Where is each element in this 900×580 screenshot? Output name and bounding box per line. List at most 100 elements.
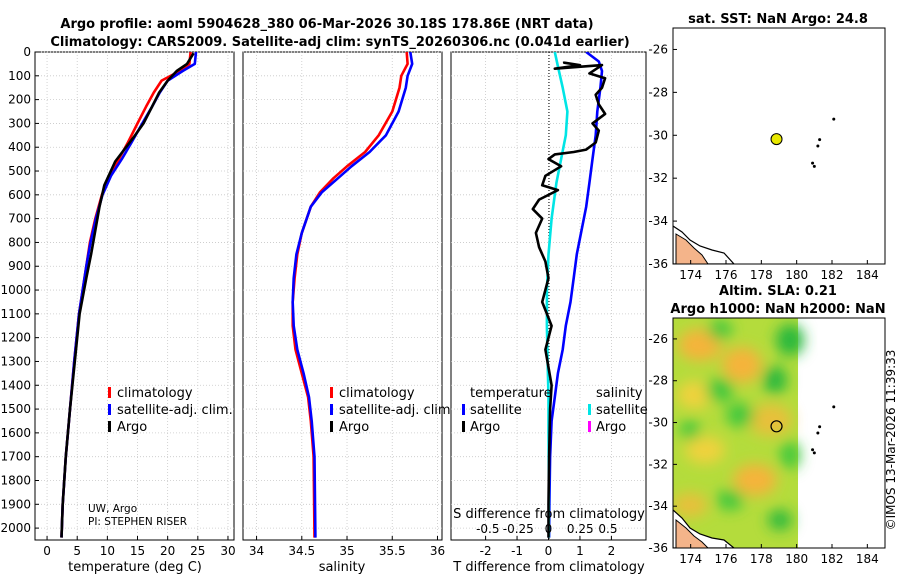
island-dot [816,431,820,435]
institution-note: UW, Argo [88,503,137,515]
salinity-grid [243,51,442,540]
depth-tick-label: 1500 [0,402,31,416]
depth-tick-label: 200 [8,93,31,107]
x-tick-label: 25 [190,544,205,558]
depth-tick-label: 300 [8,116,31,130]
latitude-tick-label: -36 [648,541,668,555]
depth-tick-label: 900 [8,259,31,273]
legend-swatch-climatology [330,387,333,398]
longitude-tick-label: 180 [785,268,808,282]
depth-tick-label: 1300 [0,354,31,368]
depth-tick-label: 0 [23,45,31,59]
temperature-legend: climatology satellite-adj. clim. Argo [108,386,233,435]
longitude-tick-label: 176 [715,268,738,282]
argo-float-marker [770,133,783,146]
temperature-tick-labels: 0 5 10 15 20 25 30 [43,544,235,558]
difference-series [531,52,607,538]
latitude-tick-label: -32 [648,171,668,185]
legend-label-s-satellite: satellite [596,403,648,418]
longitude-tick-label: 184 [856,268,879,282]
sla-map-tick-labels: 174 176 178 180 182 184 -26 -28 -30 -32 -34 -36 [648,332,878,566]
s-diff-tick-label: 0 [545,522,553,536]
nz-land [675,518,709,548]
series-line-t-satellite [547,52,604,538]
legend-swatch-t-argo [462,421,465,432]
depth-tick-label: 1600 [0,426,31,440]
island-dot [816,144,820,148]
s-diff-tick-label: -0.5 [476,522,499,536]
x-tick-label: 30 [220,544,235,558]
sla-map-title-line1: Altim. SLA: 0.21 [719,284,837,299]
legend-label-argo: Argo [339,420,369,435]
figure-title-line2: Climatology: CARS2009. Satellite-adj cli… [50,35,629,50]
sla-map-panel: Altim. SLA: 0.21 Argo h1000: NaN h2000: … [648,284,885,566]
t-difference-xlabel: T difference from climatology [452,560,645,575]
latitude-tick-label: -34 [648,214,668,228]
latitude-tick-label: -26 [648,332,668,346]
series-line-argo [60,52,195,538]
longitude-tick-label: 178 [750,552,773,566]
legend-swatch-satellite [330,404,333,415]
kermadec-islands [811,117,836,168]
latitude-tick-label: -26 [648,42,668,56]
sst-map-tick-labels: 174 176 178 180 182 184 -26 -28 -30 -32 -34 -36 [648,42,878,282]
depth-tick-label: 700 [8,212,31,226]
temperature-xlabel: temperature (deg C) [68,560,202,575]
depth-tick-label: 1700 [0,450,31,464]
island-dot [832,117,836,121]
x-tick-label: 35 [339,544,354,558]
depth-tick-label: 100 [8,69,31,83]
x-tick-label: 2 [608,544,616,558]
island-dot [812,164,816,168]
salinity-axes-box [242,51,443,541]
sst-map-frame [672,27,886,265]
s-diff-tick-label: 0.5 [598,522,617,536]
longitude-tick-label: 182 [821,552,844,566]
depth-tick-label: 1800 [0,473,31,487]
legend-swatch-s-satellite [588,404,591,415]
legend-label-satellite: satellite-adj. clim. [117,403,233,418]
difference-legend: temperature salinity satellite Argo sate… [462,386,648,435]
latitude-tick-label: -32 [648,457,668,471]
legend-swatch-satellite [108,404,111,415]
x-tick-label: -2 [480,544,492,558]
x-tick-label: 0 [545,544,553,558]
island-dot [832,405,836,409]
longitude-tick-label: 174 [679,552,702,566]
x-tick-label: 35.5 [379,544,406,558]
depth-tick-label: 1400 [0,378,31,392]
longitude-tick-label: 180 [785,552,808,566]
longitude-tick-label: 176 [715,552,738,566]
sst-map-panel: sat. SST: NaN Argo: 24.8 174 176 178 180 182… [648,12,886,282]
legend-label-t-satellite: satellite [470,403,522,418]
nz-land [675,233,709,264]
s-difference-tick-labels: -0.5 -0.25 0 0.25 0.5 [476,522,617,536]
depth-tick-labels: 0 100 200 300 400 500 600 700 800 900 1000 1100 1200… [0,45,39,535]
argo-float-marker [770,420,783,433]
salinity-tick-labels: 34 34.5 35 35.5 36 [249,544,445,558]
x-tick-label: 5 [73,544,81,558]
legend-swatch-argo [330,421,333,432]
difference-panel: -2 -1 0 1 2 -0.5 -0.25 0 0.25 0.5 S difference f… [450,51,648,575]
x-tick-label: 10 [100,544,115,558]
depth-tick-label: 1200 [0,331,31,345]
legend-swatch-climatology [108,387,111,398]
pi-note: PI: STEPHEN RISER [88,516,187,528]
depth-tick-label: 1000 [0,283,31,297]
legend-title-salinity: salinity [596,386,643,401]
x-tick-label: 34 [249,544,264,558]
sst-map-land [673,225,735,264]
legend-swatch-s-argo [588,421,591,432]
latitude-tick-label: -28 [648,85,668,99]
sla-field-anomalies [673,320,804,530]
longitude-tick-label: 182 [821,268,844,282]
sla-map-title-line2: Argo h1000: NaN h2000: NaN [670,302,885,317]
temperature-axes-box [34,51,235,541]
t-difference-tick-labels: -2 -1 0 1 2 [480,544,616,558]
island-dot [811,161,815,165]
longitude-tick-label: 184 [856,552,879,566]
temperature-panel: 0100200300400500600700800900100011001200… [0,45,235,575]
island-dot [812,451,816,455]
legend-label-s-argo: Argo [596,420,626,435]
